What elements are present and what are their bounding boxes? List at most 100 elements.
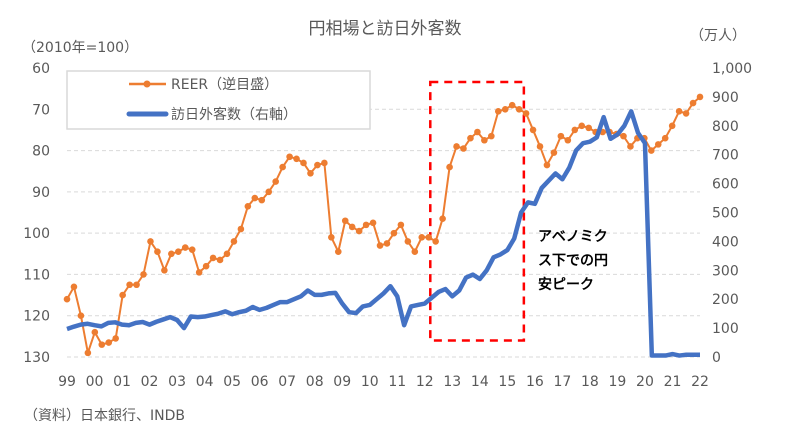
- legend-label-reer: REER（逆目盛）: [171, 77, 278, 93]
- reer-point: [251, 194, 259, 202]
- reer-point: [237, 225, 245, 233]
- left-tick-label: 90: [32, 185, 50, 201]
- reer-point: [508, 101, 516, 109]
- reer-point: [536, 143, 544, 150]
- x-tick-label: 01: [113, 374, 131, 390]
- reer-point: [529, 126, 537, 134]
- annotation-text: ス下での円: [538, 253, 608, 269]
- reer-point: [307, 169, 314, 177]
- left-tick-label: 120: [23, 309, 50, 325]
- x-tick-label: 07: [278, 374, 296, 390]
- reer-point: [501, 105, 509, 113]
- reer-point: [488, 132, 495, 140]
- x-tick-label: 00: [86, 374, 104, 390]
- left-tick-label: 70: [32, 102, 50, 118]
- right-tick-label: 200: [712, 292, 739, 308]
- reer-point: [230, 238, 238, 245]
- reer-point: [578, 122, 586, 130]
- reer-point: [348, 223, 356, 231]
- reer-point: [654, 141, 662, 148]
- x-tick-label: 10: [361, 374, 379, 390]
- left-tick-label: 60: [32, 61, 50, 77]
- left-axis-label: （2010年=100）: [22, 40, 138, 56]
- reer-point: [661, 134, 669, 142]
- reer-point: [474, 128, 481, 136]
- x-tick-label: 11: [388, 374, 406, 390]
- reer-point: [432, 238, 439, 245]
- x-tick-label: 22: [691, 374, 709, 390]
- left-tick-label: 100: [23, 226, 50, 242]
- right-tick-label: 100: [712, 321, 739, 337]
- reer-point: [126, 281, 133, 289]
- reer-point: [209, 254, 217, 262]
- legend: REER（逆目盛） 訪日外客数（右軸）: [66, 70, 371, 130]
- right-tick-label: 0: [712, 350, 721, 366]
- right-tick-label: 1,000: [712, 61, 752, 77]
- reer-point: [390, 229, 398, 237]
- x-tick-label: 02: [141, 374, 159, 390]
- reer-point: [543, 161, 551, 169]
- reer-point: [689, 99, 697, 107]
- reer-point: [481, 136, 488, 144]
- abenomics-dashed-box: [429, 80, 526, 342]
- source-note: （資料）日本銀行、INDB: [24, 408, 185, 424]
- reer-point: [314, 161, 321, 169]
- right-tick-label: 800: [712, 119, 739, 135]
- reer-point: [557, 132, 565, 140]
- annotation-text: アベノミク: [538, 229, 608, 245]
- left-tick-label: 130: [23, 350, 50, 366]
- reer-point: [300, 159, 307, 167]
- x-tick-label: 17: [553, 374, 571, 390]
- reer-point: [648, 147, 655, 154]
- reer-point: [293, 155, 300, 163]
- reer-point: [112, 335, 119, 342]
- right-axis-label: （万人）: [690, 28, 746, 44]
- reer-point: [439, 215, 446, 222]
- reer-point: [188, 246, 196, 253]
- reer-point: [105, 339, 113, 346]
- reer-point: [550, 149, 558, 156]
- reer-point: [675, 108, 683, 115]
- reer-point: [63, 295, 71, 303]
- legend-marker-reer: [143, 80, 151, 88]
- reer-point: [453, 143, 460, 150]
- x-tick-label: 19: [609, 374, 627, 390]
- x-tick-label: 16: [526, 374, 544, 390]
- reer-point: [515, 105, 523, 113]
- reer-point: [362, 221, 370, 229]
- reer-point: [585, 124, 593, 132]
- reer-point: [265, 188, 273, 196]
- reer-point: [279, 163, 286, 171]
- right-tick-label: 400: [712, 234, 739, 250]
- x-tick-label: 21: [664, 374, 682, 390]
- reer-point: [376, 242, 384, 249]
- reer-point: [411, 248, 419, 256]
- x-tick-label: 15: [498, 374, 516, 390]
- x-tick-label: 99: [58, 374, 76, 390]
- reer-point: [668, 122, 676, 130]
- reer-point: [627, 143, 634, 150]
- reer-point: [258, 196, 266, 204]
- reer-point: [425, 233, 433, 241]
- reer-point: [202, 262, 210, 270]
- reer-point: [620, 132, 627, 140]
- reer-point: [70, 283, 78, 291]
- reer-point: [369, 219, 377, 227]
- reer-point: [147, 238, 154, 245]
- reer-point: [119, 291, 126, 299]
- x-tick-label: 03: [168, 374, 186, 390]
- reer-point: [696, 93, 704, 101]
- reer-point: [223, 250, 231, 258]
- reer-point: [571, 126, 579, 134]
- reer-point: [460, 145, 467, 152]
- reer-point: [174, 248, 182, 256]
- x-tick-label: 04: [196, 374, 214, 390]
- reer-point: [321, 159, 328, 167]
- reer-point: [272, 178, 279, 185]
- reer-point: [286, 153, 293, 161]
- reer-point: [383, 240, 391, 247]
- visitors-line: [66, 109, 700, 358]
- x-tick-label: 14: [471, 374, 489, 390]
- x-tick-label: 09: [333, 374, 351, 390]
- reer-point: [140, 271, 147, 278]
